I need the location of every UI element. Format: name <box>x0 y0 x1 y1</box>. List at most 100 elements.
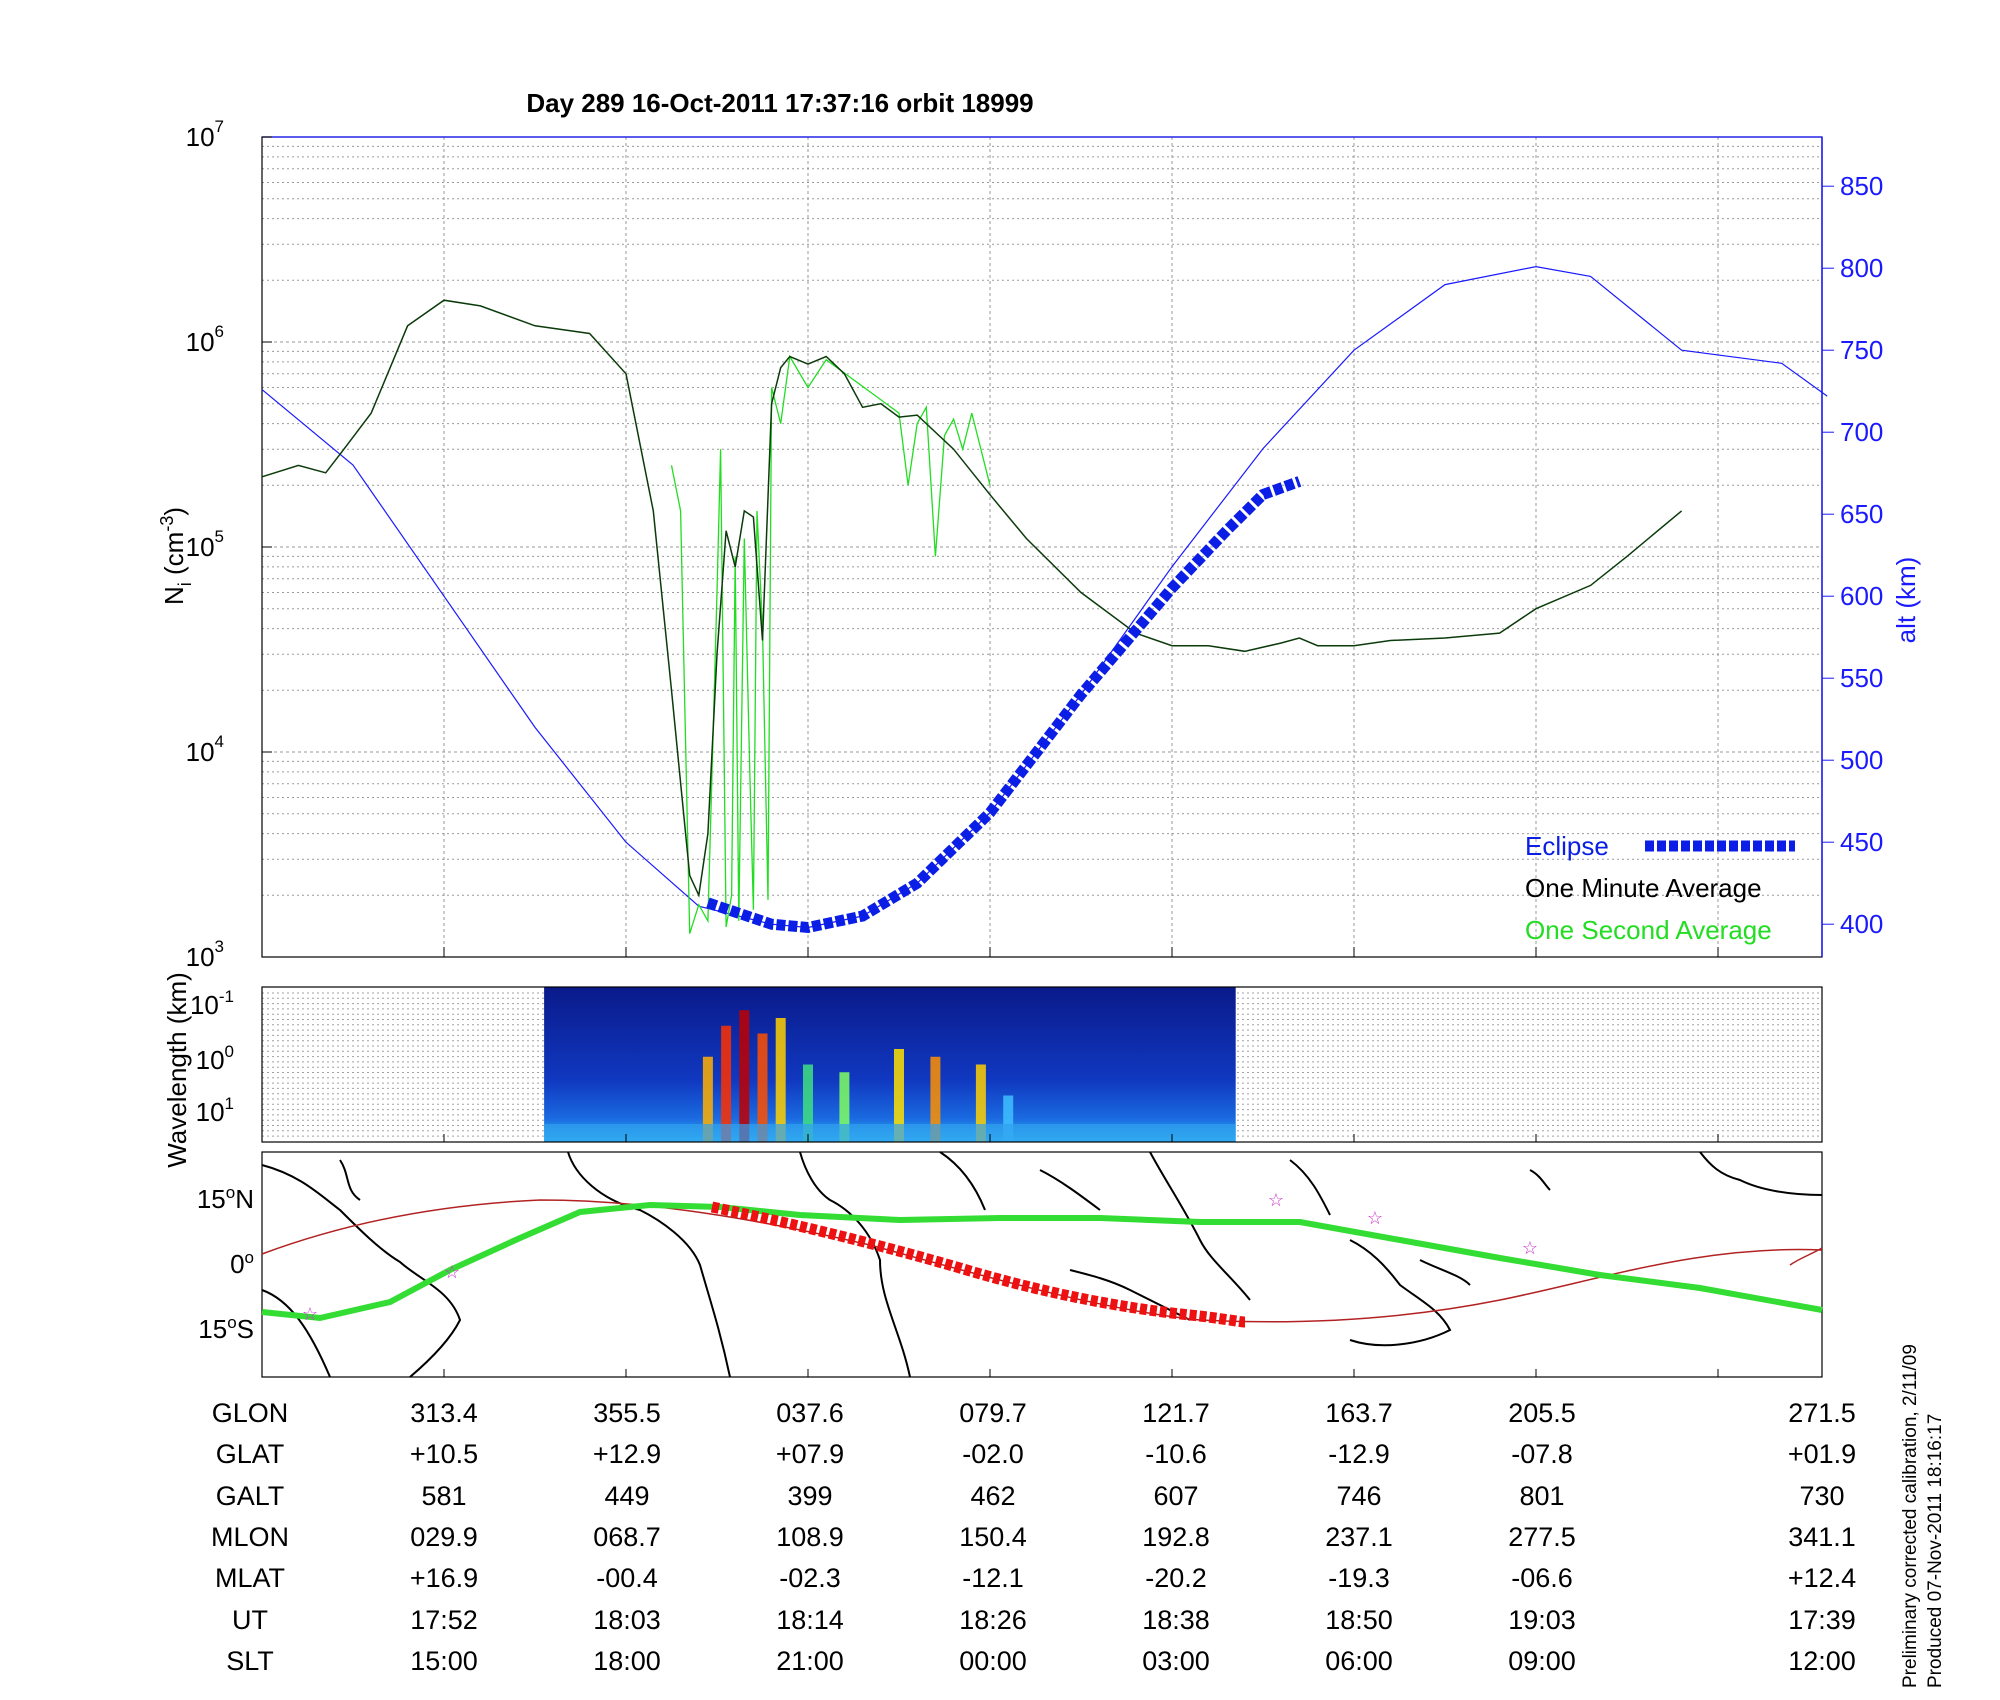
table-cell: 12:00 <box>1788 1645 1856 1676</box>
coastline <box>1149 1151 1251 1301</box>
latitude-label: 0o <box>230 1248 254 1279</box>
eclipse-ground-track <box>710 1201 1246 1328</box>
table-cell: 17:52 <box>410 1604 478 1635</box>
altitude-tick-label: 500 <box>1840 745 1883 775</box>
table-cell: 068.7 <box>593 1521 661 1552</box>
latitude-label: 15oS <box>198 1313 254 1344</box>
satellite-ground-track <box>261 1201 1823 1322</box>
spectrogram-burst <box>930 1056 941 1142</box>
table-cell: 607 <box>1153 1480 1199 1511</box>
latitude-degree: o <box>226 1183 235 1202</box>
wavelength-axis-label: Wavelength (km) <box>162 972 192 1168</box>
density-tick-exponent: 3 <box>215 937 224 956</box>
legend-one-second-label: One Second Average <box>1525 915 1772 945</box>
table-cell: 037.6 <box>776 1398 844 1428</box>
table-row-label: GLON <box>211 1398 289 1428</box>
spectrogram-image <box>544 987 1236 1142</box>
table-cell: 029.9 <box>410 1521 478 1552</box>
coastline <box>261 1289 331 1378</box>
table-cell: -00.4 <box>596 1563 658 1594</box>
table-cell: 03:00 <box>1142 1645 1210 1676</box>
table-cell: 108.9 <box>776 1521 844 1552</box>
coastline <box>261 1164 462 1378</box>
density-axis-label-part: N <box>159 586 189 605</box>
table-cell: 18:50 <box>1325 1604 1393 1635</box>
table-cell: 163.7 <box>1325 1398 1393 1428</box>
table-row-label: SLT <box>226 1645 274 1676</box>
table-cell: +16.9 <box>409 1563 479 1594</box>
one-minute-average-line <box>261 299 1683 898</box>
station-star-marker: ☆ <box>444 1262 460 1282</box>
density-tick-exponent: 6 <box>215 322 224 341</box>
one-second-average-line <box>670 354 991 934</box>
table-cell: 271.5 <box>1788 1398 1856 1428</box>
latitude-degree: o <box>245 1248 254 1267</box>
table-cell: 399 <box>787 1480 833 1511</box>
spectrogram-burst <box>839 1072 850 1142</box>
table-cell: 746 <box>1336 1480 1382 1511</box>
table-cell: -12.1 <box>962 1563 1024 1594</box>
station-star-marker: ☆ <box>1522 1238 1538 1258</box>
altitude-tick-label: 650 <box>1840 499 1883 529</box>
table-cell: +10.5 <box>409 1439 479 1470</box>
spectrogram-burst <box>757 1033 768 1142</box>
density-axis-label-part: ) <box>159 507 189 516</box>
table-cell: 121.7 <box>1142 1398 1210 1428</box>
table-cell: -10.6 <box>1145 1439 1207 1470</box>
station-star-marker: ☆ <box>302 1304 318 1324</box>
table-cell: 581 <box>421 1480 467 1511</box>
spectrogram-burst <box>739 1010 750 1142</box>
altitude-tick-label: 550 <box>1840 663 1883 693</box>
table-row-label: GLAT <box>215 1439 285 1470</box>
table-cell: 277.5 <box>1508 1521 1576 1552</box>
table-cell: 21:00 <box>776 1645 844 1676</box>
table-row-label: MLON <box>210 1521 289 1552</box>
table-row-label: UT <box>232 1604 268 1635</box>
table-cell: 18:03 <box>593 1604 661 1635</box>
coastline <box>339 1159 361 1201</box>
table-cell: 449 <box>604 1480 650 1511</box>
table-cell: 19:03 <box>1508 1604 1576 1635</box>
table-cell: 237.1 <box>1325 1521 1393 1552</box>
coastline <box>567 1151 731 1378</box>
density-axis-label-part: -3 <box>157 516 177 532</box>
table-cell: +01.9 <box>1787 1439 1857 1470</box>
density-tick-exponent: 5 <box>215 527 224 546</box>
table-cell: -12.9 <box>1328 1439 1390 1470</box>
table-cell: 730 <box>1799 1480 1845 1511</box>
table-cell: 150.4 <box>959 1521 1027 1552</box>
table-cell: 462 <box>970 1480 1016 1511</box>
calibration-note: Preliminary corrected calibration, 2/11/… <box>1900 1344 1921 1688</box>
spectrogram-burst <box>775 1018 786 1142</box>
table-cell: -19.3 <box>1328 1563 1390 1594</box>
density-axis-label-part: (cm <box>159 532 189 583</box>
altitude-tick-label: 850 <box>1840 171 1883 201</box>
table-cell: 17:39 <box>1788 1604 1856 1635</box>
table-cell: 18:26 <box>959 1604 1027 1635</box>
table-cell: 18:14 <box>776 1604 844 1635</box>
spectrogram-burst <box>721 1025 732 1142</box>
spectrogram-burst <box>975 1064 986 1142</box>
table-cell: 355.5 <box>593 1398 661 1428</box>
density-tick-exponent: 4 <box>215 732 224 751</box>
table-cell: 192.8 <box>1142 1521 1210 1552</box>
spectrogram-burst <box>894 1049 904 1142</box>
latitude-label: 15oN <box>197 1183 254 1214</box>
density-tick-label: 105 <box>186 527 224 562</box>
density-axis-label: Ni (cm-3) <box>157 507 195 605</box>
spectrogram-burst <box>803 1064 813 1142</box>
table-cell: -02.3 <box>779 1563 841 1594</box>
station-star-marker: ☆ <box>1268 1190 1284 1210</box>
latitude-degree: o <box>227 1313 236 1332</box>
table-cell: -07.8 <box>1511 1439 1573 1470</box>
latitude-value: 15 <box>198 1314 227 1344</box>
spectrogram-burst <box>702 1056 713 1142</box>
table-cell: -06.6 <box>1511 1563 1573 1594</box>
coastline <box>1289 1159 1331 1216</box>
eclipse-line <box>706 476 1302 934</box>
wavelength-tick-label: 101 <box>196 1094 234 1127</box>
coastline <box>939 1151 986 1211</box>
spectrogram-floor <box>544 1124 1236 1142</box>
density-tick-label: 103 <box>186 937 224 972</box>
wavelength-tick-exponent: -1 <box>219 987 234 1006</box>
